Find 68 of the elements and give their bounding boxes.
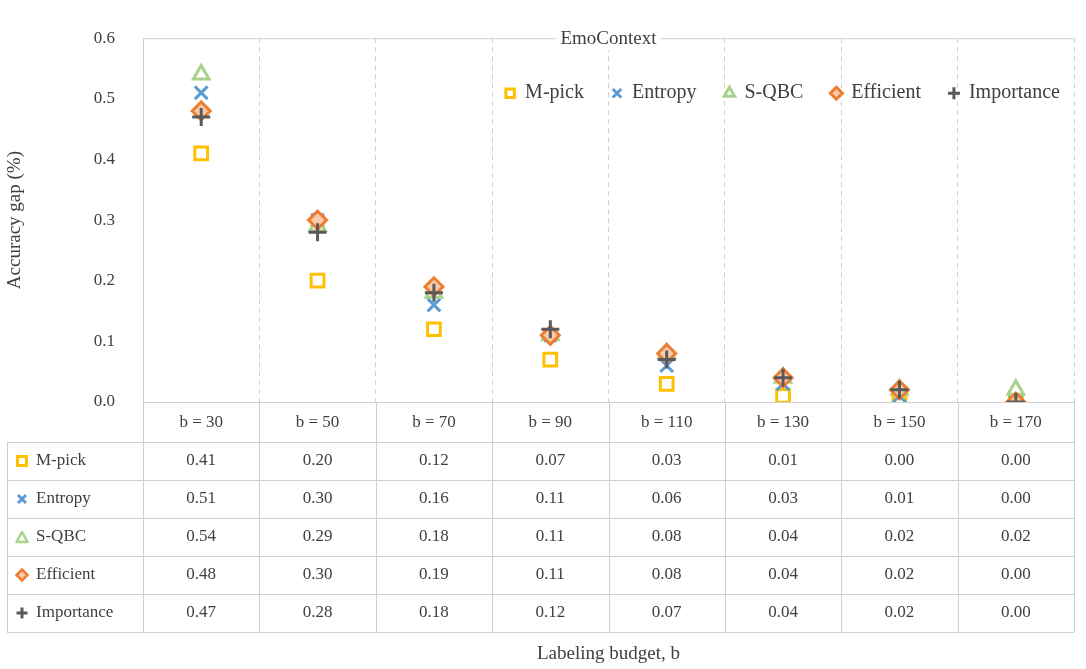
data-label: 0.00	[1000, 602, 1031, 622]
text: S-QBC	[36, 526, 87, 546]
data-label: 0.12	[419, 450, 449, 470]
y-tick-label: 0.2	[93, 270, 115, 290]
data-label: 0.07	[651, 602, 683, 622]
data-label: 0.11	[535, 526, 565, 546]
data-label: 0.00	[884, 450, 915, 470]
data-label: 0.51	[186, 488, 217, 508]
legend-label: M-pick	[525, 80, 585, 104]
data-label: 0.47	[186, 602, 217, 622]
data-label: 0.00	[1000, 450, 1031, 470]
x-tick-label: b = 50	[295, 411, 340, 431]
data-label: 0.20	[302, 450, 333, 470]
data-label: 0.01	[768, 450, 798, 470]
data-label: 0.04	[768, 564, 799, 584]
text: Entropy	[36, 488, 91, 508]
x-tick-label: b = 70	[412, 411, 456, 431]
data-label: 0.01	[884, 488, 915, 508]
text: M-pick	[36, 450, 87, 470]
data-label: 0.12	[535, 602, 566, 622]
text: Efficient	[36, 564, 96, 584]
x-tick-label: b = 30	[179, 411, 223, 431]
x-tick-label: b = 90	[528, 411, 573, 431]
legend-label: Efficient	[851, 80, 922, 103]
chart-title: EmoContext	[560, 27, 658, 49]
y-tick-label: 0.3	[93, 209, 115, 229]
data-label: 0.28	[302, 602, 333, 622]
data-label: 0.30	[302, 488, 333, 508]
data-label: 0.00	[1000, 564, 1031, 584]
y-tick-label: 0.1	[93, 330, 115, 350]
data-label: 0.54	[186, 526, 217, 546]
y-tick-label: 0.5	[93, 88, 115, 108]
data-label: 0.03	[651, 450, 682, 470]
data-label: 0.19	[419, 564, 449, 584]
x-tick-label: b = 150	[873, 411, 926, 431]
data-label: 0.08	[651, 564, 682, 584]
x-tick-label: b = 170	[989, 411, 1042, 431]
y-axis-title: Accuracy gap (%)	[3, 151, 26, 290]
data-label: 0.18	[419, 602, 449, 622]
data-label: 0.08	[651, 526, 682, 546]
data-label: 0.11	[535, 488, 565, 508]
data-label: 0.29	[302, 526, 333, 546]
data-label: 0.03	[768, 488, 798, 508]
y-tick-label: 0.4	[93, 148, 116, 168]
text: Labeling budget, b	[537, 641, 680, 663]
data-label: 0.02	[884, 526, 915, 546]
data-label: 0.02	[884, 564, 915, 584]
data-label: 0.11	[535, 564, 565, 584]
data-label: 0.06	[651, 488, 682, 508]
data-label: 0.18	[419, 526, 449, 546]
legend-label: S-QBC	[744, 80, 804, 103]
y-tick-label: 0.0	[93, 391, 115, 411]
y-tick-label: 0.6	[93, 27, 115, 47]
data-label: 0.41	[186, 450, 217, 470]
data-label: 0.02	[1000, 526, 1031, 546]
data-label: 0.48	[186, 564, 217, 584]
data-label: 0.04	[768, 602, 799, 622]
data-label: 0.04	[768, 526, 799, 546]
legend-label: Entropy	[632, 80, 697, 104]
data-label: 0.00	[1000, 488, 1031, 508]
data-label: 0.16	[419, 488, 449, 508]
x-tick-label: b = 110	[640, 411, 693, 431]
legend-label: Importance	[968, 80, 1061, 104]
data-label: 0.02	[884, 602, 915, 622]
data-label: 0.07	[535, 450, 566, 470]
x-tick-label: b = 130	[757, 411, 810, 431]
data-label: 0.30	[302, 564, 333, 584]
text: Importance	[36, 602, 114, 622]
